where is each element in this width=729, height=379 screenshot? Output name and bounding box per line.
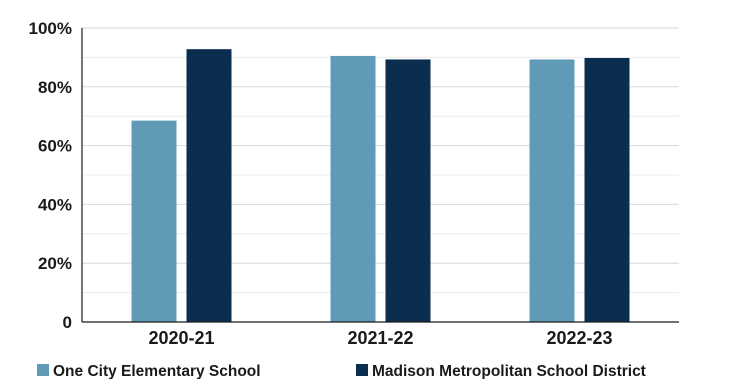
- y-tick-label: 0: [63, 313, 72, 332]
- bar-2020-21-series-0: [131, 120, 177, 322]
- x-tick-label: 2020-21: [148, 328, 214, 348]
- legend-swatch: [356, 364, 368, 376]
- bar-2020-21-series-1: [186, 49, 232, 322]
- y-tick-label: 60%: [38, 137, 72, 156]
- legend-label: Madison Metropolitan School District: [372, 363, 646, 379]
- legend-swatch: [37, 364, 49, 376]
- bar-2022-23-series-0: [529, 59, 575, 322]
- y-tick-label: 20%: [38, 254, 72, 273]
- bar-2022-23-series-1: [584, 57, 630, 322]
- legend: One City Elementary School Madison Metrop…: [37, 363, 646, 379]
- x-tick-label: 2022-23: [546, 328, 612, 348]
- gridlines: [82, 27, 679, 294]
- bar-2021-22-series-0: [330, 55, 376, 323]
- y-tick-labels: 0 20% 40% 60% 80% 100%: [29, 19, 72, 332]
- bars: [131, 49, 630, 323]
- y-tick-label: 40%: [38, 195, 72, 214]
- y-tick-label: 100%: [29, 19, 72, 38]
- x-tick-labels: 2020-21 2021-22 2022-23: [148, 328, 612, 348]
- legend-label: One City Elementary School: [53, 363, 261, 379]
- axes: [81, 28, 679, 323]
- x-tick-label: 2021-22: [347, 328, 413, 348]
- y-tick-label: 80%: [38, 78, 72, 97]
- bar-2021-22-series-1: [385, 59, 431, 322]
